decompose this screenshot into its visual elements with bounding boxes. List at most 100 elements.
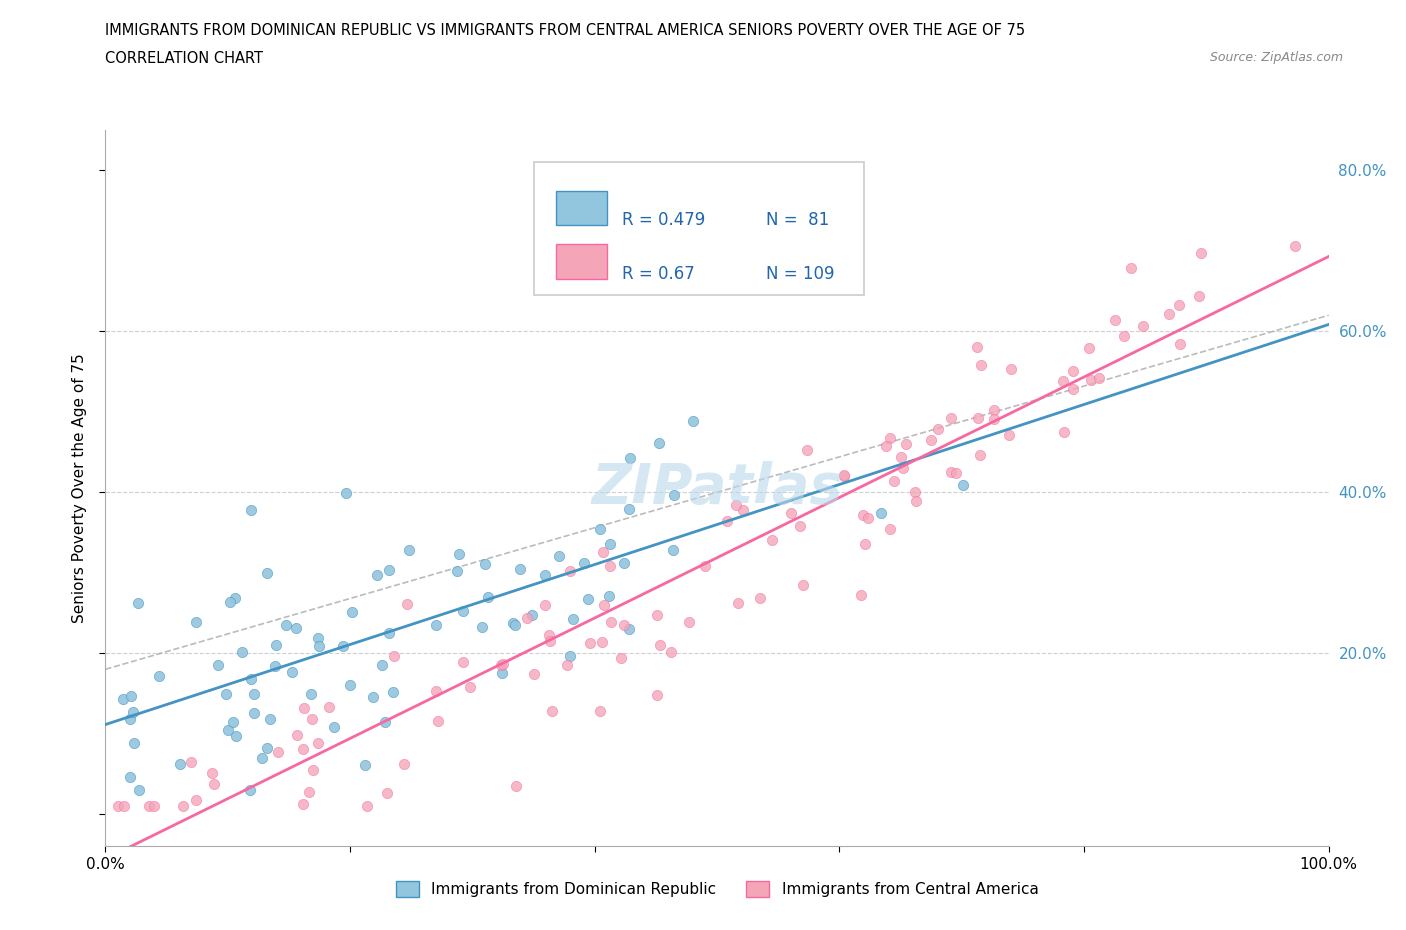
Point bbox=[593, 598, 616, 613]
Text: R = 0.479: R = 0.479 bbox=[621, 211, 704, 229]
Point bbox=[724, 498, 747, 512]
Point bbox=[356, 799, 378, 814]
Point bbox=[1284, 238, 1306, 253]
Point bbox=[252, 751, 274, 765]
Point bbox=[875, 439, 897, 454]
Point bbox=[128, 782, 150, 797]
Point bbox=[291, 742, 314, 757]
Point bbox=[613, 555, 636, 570]
Point bbox=[256, 740, 278, 755]
Point bbox=[307, 736, 329, 751]
Point bbox=[458, 680, 481, 695]
Point bbox=[967, 411, 990, 426]
Point bbox=[560, 648, 582, 663]
Point bbox=[599, 559, 621, 574]
Point bbox=[727, 596, 749, 611]
Point bbox=[648, 435, 671, 450]
Point bbox=[339, 678, 361, 693]
Point bbox=[920, 432, 942, 447]
Point bbox=[398, 542, 420, 557]
Point bbox=[761, 532, 783, 547]
Point bbox=[1112, 329, 1135, 344]
Point bbox=[231, 644, 253, 659]
Point bbox=[285, 727, 308, 742]
Point bbox=[1080, 373, 1102, 388]
Point bbox=[505, 778, 527, 793]
Point bbox=[1168, 298, 1191, 312]
Point bbox=[1062, 364, 1084, 379]
Point bbox=[599, 537, 621, 551]
Point bbox=[879, 521, 901, 536]
Point bbox=[143, 799, 166, 814]
Point bbox=[122, 705, 145, 720]
FancyBboxPatch shape bbox=[533, 163, 863, 295]
Point bbox=[619, 621, 641, 636]
Point bbox=[589, 522, 612, 537]
Point bbox=[184, 792, 207, 807]
Point bbox=[849, 588, 872, 603]
Point bbox=[731, 502, 754, 517]
Point bbox=[983, 412, 1005, 427]
Point bbox=[375, 786, 398, 801]
Point bbox=[1053, 425, 1076, 440]
Point bbox=[678, 614, 700, 629]
Point bbox=[361, 689, 384, 704]
Point bbox=[302, 763, 325, 777]
Text: N = 109: N = 109 bbox=[766, 265, 835, 283]
Point bbox=[558, 564, 581, 578]
Point bbox=[335, 485, 357, 500]
Point bbox=[118, 711, 141, 726]
Point bbox=[107, 799, 129, 814]
Point bbox=[240, 502, 263, 517]
Point bbox=[425, 684, 447, 698]
Point bbox=[538, 633, 561, 648]
Point bbox=[340, 604, 363, 619]
Point bbox=[523, 666, 546, 681]
Text: IMMIGRANTS FROM DOMINICAN REPUBLIC VS IMMIGRANTS FROM CENTRAL AMERICA SENIORS PO: IMMIGRANTS FROM DOMINICAN REPUBLIC VS IM… bbox=[105, 23, 1025, 38]
Text: N =  81: N = 81 bbox=[766, 211, 830, 229]
Point bbox=[883, 473, 905, 488]
Point bbox=[891, 460, 914, 475]
Point bbox=[1157, 306, 1180, 321]
Point bbox=[1077, 341, 1099, 356]
Point bbox=[879, 431, 901, 445]
Point bbox=[619, 450, 641, 465]
Point bbox=[239, 782, 262, 797]
Point bbox=[613, 618, 636, 632]
Point bbox=[186, 615, 208, 630]
Point bbox=[966, 339, 988, 354]
Point bbox=[491, 658, 513, 672]
Point bbox=[610, 650, 633, 665]
FancyBboxPatch shape bbox=[555, 245, 607, 279]
Point bbox=[537, 627, 560, 642]
Point bbox=[354, 758, 377, 773]
Point bbox=[645, 688, 668, 703]
Point bbox=[382, 649, 405, 664]
Point bbox=[870, 505, 893, 520]
Point bbox=[323, 719, 346, 734]
Point bbox=[589, 703, 612, 718]
Point bbox=[890, 450, 912, 465]
Text: R = 0.67: R = 0.67 bbox=[621, 265, 695, 283]
Point bbox=[256, 565, 278, 580]
Point bbox=[1121, 260, 1143, 275]
Point bbox=[138, 799, 160, 814]
Point bbox=[446, 564, 468, 578]
Point bbox=[1170, 337, 1192, 352]
Point bbox=[381, 685, 404, 700]
Point bbox=[118, 770, 141, 785]
Point bbox=[952, 477, 974, 492]
Point bbox=[1188, 288, 1211, 303]
Point bbox=[447, 546, 470, 561]
Point bbox=[373, 715, 395, 730]
Point bbox=[202, 777, 225, 791]
Point bbox=[1104, 312, 1126, 327]
Point bbox=[970, 358, 993, 373]
Point bbox=[425, 618, 447, 632]
Point bbox=[259, 712, 281, 727]
Point bbox=[225, 729, 247, 744]
Point bbox=[834, 469, 856, 484]
Point bbox=[939, 411, 962, 426]
Point bbox=[927, 421, 949, 436]
Point bbox=[396, 596, 419, 611]
